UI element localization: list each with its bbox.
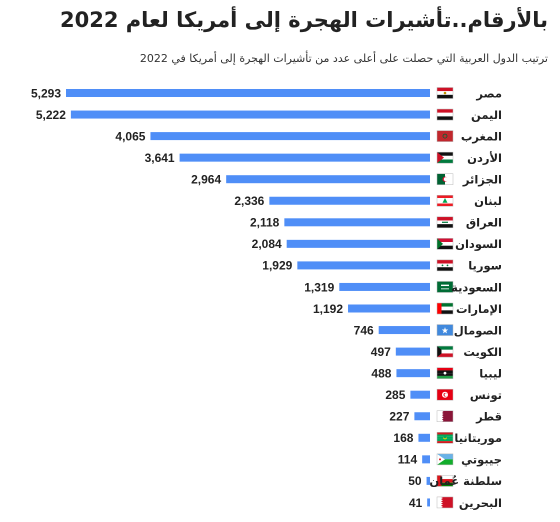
category-label: البحرين [459, 496, 502, 510]
bar [418, 433, 430, 442]
category-label: الأردن [467, 151, 502, 165]
category-label: سوريا [468, 259, 502, 274]
category-label: الصومال [454, 323, 502, 338]
category-label: جيبوتي [461, 453, 502, 468]
bar [297, 261, 430, 270]
bar [396, 369, 430, 378]
sudan-flag [436, 238, 454, 250]
value-label: 1,929 [262, 259, 292, 273]
value-label: 2,336 [234, 194, 264, 208]
value-label: 285 [385, 388, 405, 402]
uae-flag [436, 302, 454, 315]
category-label: سلطنة عُمان [429, 474, 502, 488]
value-label: 114 [398, 453, 418, 467]
jordan-flag [436, 151, 454, 164]
bar [66, 89, 430, 97]
bar [226, 175, 430, 184]
category-label: تونس [470, 388, 502, 403]
value-label: 2,118 [250, 216, 280, 230]
value-label: 746 [354, 323, 374, 337]
value-label: 41 [409, 496, 423, 510]
bar [395, 347, 430, 356]
saudi-arabia-flag [436, 281, 454, 293]
bar [422, 455, 430, 464]
mauritania-flag [436, 432, 454, 444]
category-label: الإمارات [456, 302, 502, 316]
lebanon-flag [436, 195, 454, 207]
tunisia-flag [436, 388, 454, 401]
syria-flag [436, 259, 454, 272]
algeria-flag [436, 173, 454, 185]
category-label: قطر [475, 410, 502, 424]
category-label: العراق [466, 216, 502, 230]
bar [70, 110, 430, 119]
bar [286, 239, 430, 248]
value-label: 168 [393, 431, 413, 445]
value-label: 2,964 [191, 173, 221, 187]
bar [179, 153, 430, 162]
bar [426, 476, 430, 485]
yemen-flag [436, 108, 454, 121]
value-label: 50 [408, 474, 422, 488]
category-label: موريتانيا [454, 431, 502, 446]
category-label: المغرب [461, 129, 502, 143]
bar [348, 304, 430, 313]
bar [410, 390, 430, 399]
value-label: 497 [371, 345, 391, 359]
bar [150, 132, 430, 141]
category-label: السودان [455, 237, 502, 252]
bar [284, 218, 430, 227]
category-label: اليمن [471, 108, 502, 122]
somalia-flag [436, 324, 454, 336]
chart-title: بالأرقام..تأشيرات الهجرة إلى أمريكا لعام… [60, 8, 548, 32]
category-label: ليبيا [479, 366, 502, 380]
morocco-flag [436, 130, 454, 142]
category-label: لبنان [474, 194, 502, 208]
value-label: 1,192 [313, 302, 343, 316]
qatar-flag [436, 410, 454, 422]
iraq-flag [436, 216, 454, 229]
value-label: 1,319 [304, 280, 334, 294]
bar [339, 282, 430, 291]
category-label: مصر [475, 86, 502, 100]
category-label: الكويت [463, 345, 502, 360]
category-label: السعودية [451, 280, 502, 295]
bar [269, 196, 430, 205]
value-label: 3,641 [145, 151, 175, 165]
bahrain-flag [436, 496, 454, 509]
value-label: 488 [371, 366, 391, 380]
category-label: الجزائر [462, 173, 502, 187]
oman-flag [436, 475, 454, 487]
djibouti-flag [436, 453, 454, 466]
libya-flag [436, 367, 454, 379]
bar [414, 412, 430, 421]
kuwait-flag [436, 345, 454, 358]
value-label: 5,222 [36, 108, 66, 122]
bar [427, 498, 430, 507]
egypt-flag [436, 87, 454, 99]
value-label: 4,065 [115, 129, 145, 143]
chart-subtitle: ترتيب الدول العربية التي حصلت على أعلى ع… [139, 52, 548, 65]
value-label: 5,293 [31, 86, 61, 100]
value-label: 2,084 [252, 237, 282, 251]
value-label: 227 [389, 410, 409, 424]
bar [378, 326, 430, 335]
